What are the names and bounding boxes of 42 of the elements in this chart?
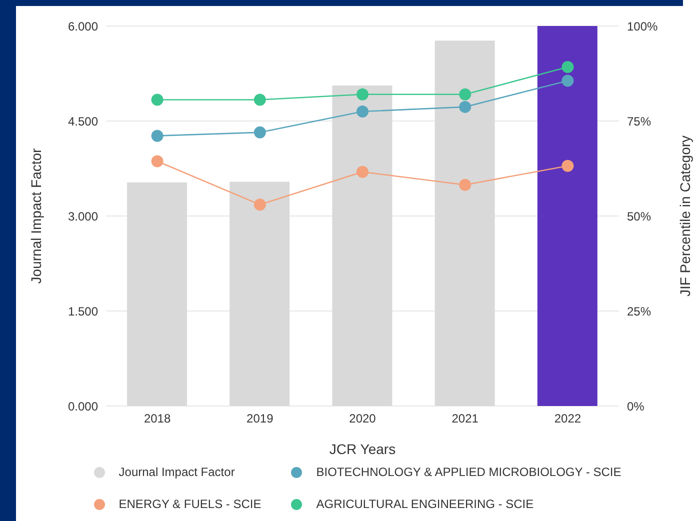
y2-tick-label: 0% xyxy=(627,399,645,414)
point xyxy=(356,88,368,100)
legend-label: AGRICULTURAL ENGINEERING - SCIE xyxy=(316,497,534,511)
y2-tick-label: 75% xyxy=(627,114,652,128)
y-tick-label: 3.000 xyxy=(68,209,98,224)
y2-axis-title: JIF Percentile in Category xyxy=(676,135,693,297)
x-tick-label: 2021 xyxy=(452,412,479,426)
y-tick-label: 0.000 xyxy=(68,399,98,414)
bar xyxy=(332,86,392,406)
bar xyxy=(230,182,290,406)
point xyxy=(151,155,164,168)
y-axis-title: Journal Impact Factor xyxy=(28,148,44,284)
legend-label: Journal Impact Factor xyxy=(118,465,235,479)
point xyxy=(459,178,472,191)
y-tick-label: 1.500 xyxy=(68,304,98,318)
point xyxy=(254,126,266,138)
point xyxy=(151,130,164,142)
bar xyxy=(537,26,598,406)
x-axis-title: JCR Years xyxy=(329,441,396,457)
point xyxy=(459,100,472,113)
y2-tick-label: 50% xyxy=(627,209,652,224)
y-tick-label: 4.500 xyxy=(68,114,98,128)
x-tick-label: 2019 xyxy=(246,412,274,426)
legend-label: BIOTECHNOLOGY & APPLIED MICROBIOLOGY - SCIE xyxy=(316,465,622,479)
legend-label: ENERGY & FUELS - SCIE xyxy=(118,497,262,511)
bar xyxy=(434,40,495,406)
x-tick-label: 2020 xyxy=(349,412,376,426)
point xyxy=(151,94,164,106)
y2-tick-label: 25% xyxy=(627,304,652,318)
bar xyxy=(127,182,187,406)
x-tick-label: 2018 xyxy=(144,412,171,426)
point xyxy=(254,94,266,106)
point xyxy=(562,160,574,172)
point xyxy=(254,198,266,211)
point xyxy=(356,166,368,178)
y2-tick-label: 100% xyxy=(627,19,658,34)
point xyxy=(562,74,574,87)
y-tick-label: 6.000 xyxy=(68,19,98,34)
point xyxy=(562,61,574,74)
point xyxy=(459,88,472,100)
point xyxy=(356,106,368,118)
x-tick-label: 2022 xyxy=(554,412,582,426)
